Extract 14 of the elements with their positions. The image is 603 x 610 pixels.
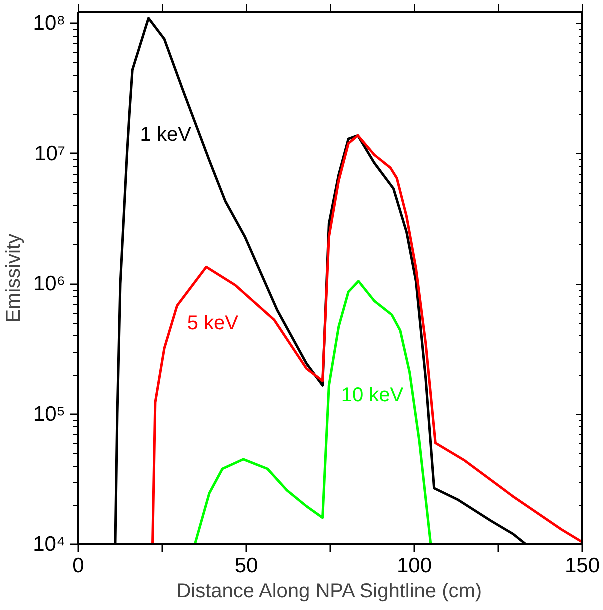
x-tick-label: 100	[396, 554, 432, 578]
y-axis-title: Emissivity	[3, 234, 26, 323]
x-tick-label: 50	[234, 554, 258, 578]
y-tick-label: 10⁴	[33, 533, 66, 556]
y-tick-label: 10⁷	[34, 142, 66, 166]
x-axis-title: Distance Along NPA Sightline (cm)	[176, 580, 482, 602]
x-tick-label: 0	[72, 554, 84, 578]
y-tick-label: 10⁸	[33, 12, 66, 36]
series-label: 5 keV	[187, 312, 240, 334]
y-tick-label: 10⁶	[34, 272, 66, 296]
series-label: 10 keV	[341, 384, 404, 406]
x-tick-label: 150	[564, 554, 600, 578]
y-tick-label: 10⁵	[33, 402, 66, 426]
series-label: 1 keV	[140, 124, 192, 146]
